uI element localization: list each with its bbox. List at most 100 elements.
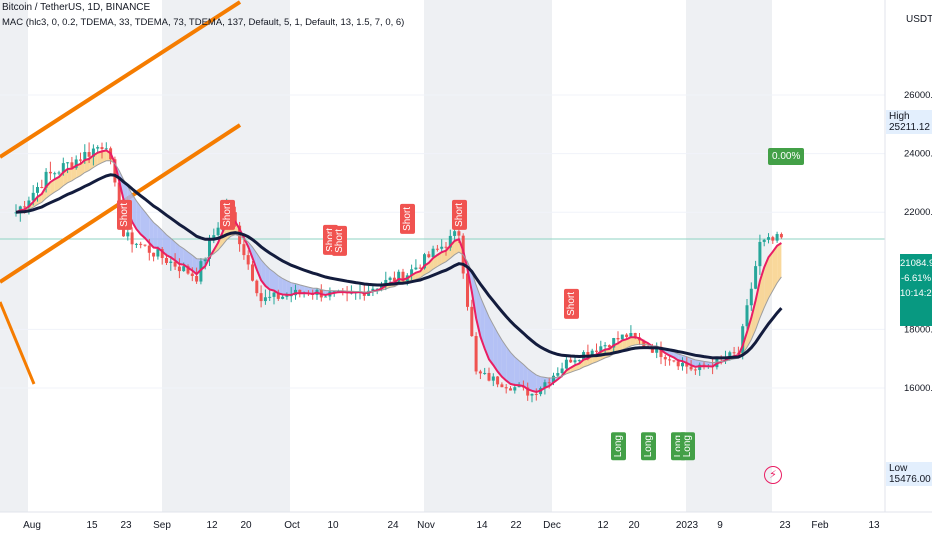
ma-fill-segment bbox=[175, 242, 180, 264]
candle-body bbox=[749, 288, 753, 306]
ma-fill-segment bbox=[772, 245, 778, 291]
candle-body bbox=[466, 273, 469, 307]
candle-body bbox=[607, 345, 611, 348]
long-signal-tag: Long bbox=[641, 432, 657, 461]
time-tick-label: Sep bbox=[153, 520, 171, 531]
candle-body bbox=[779, 234, 783, 238]
candle-body bbox=[642, 340, 646, 347]
candle-body bbox=[771, 237, 775, 241]
ma-fill-segment bbox=[84, 158, 90, 173]
short-signal-tag: Short bbox=[563, 288, 579, 319]
time-tick-label: Nov bbox=[417, 520, 435, 531]
session-band bbox=[0, 0, 28, 512]
candle-body bbox=[216, 227, 220, 236]
time-tick-label: 23 bbox=[120, 520, 132, 531]
candle-body bbox=[504, 387, 508, 389]
candle-body bbox=[44, 171, 48, 188]
candle-body bbox=[53, 173, 57, 175]
candle-body bbox=[526, 387, 530, 396]
candle-body bbox=[375, 288, 379, 290]
candle-body bbox=[169, 261, 173, 263]
short-signal-tag: Short bbox=[331, 225, 347, 256]
candle-body bbox=[79, 159, 82, 161]
time-tick-label: 2023 bbox=[676, 520, 699, 531]
candle-body bbox=[509, 388, 512, 391]
ma-fill-segment bbox=[747, 317, 752, 348]
candle-body bbox=[590, 350, 594, 356]
ma-fill-segment bbox=[751, 300, 756, 340]
session-bands bbox=[0, 0, 772, 512]
ma-fill-segment bbox=[678, 353, 683, 362]
ma-fill-segment bbox=[304, 285, 309, 294]
candle-body bbox=[423, 254, 426, 269]
time-tick-label: 9 bbox=[717, 520, 723, 531]
time-tick-label: 13 bbox=[868, 520, 880, 531]
ma-fill-segment bbox=[527, 368, 532, 391]
ma-fill-segment bbox=[489, 316, 494, 366]
candle-body bbox=[57, 172, 61, 174]
candle-body bbox=[427, 254, 431, 258]
candle-body bbox=[173, 261, 177, 267]
candle-body bbox=[203, 258, 207, 262]
candle-body bbox=[113, 159, 117, 183]
candle-body bbox=[685, 362, 689, 367]
candle-body bbox=[681, 362, 684, 367]
candle-body bbox=[165, 258, 168, 263]
ma-fill-segment bbox=[179, 245, 184, 265]
ma-fill-segment bbox=[484, 306, 489, 360]
ma-fill-segment bbox=[506, 346, 511, 384]
candle-body bbox=[629, 332, 633, 337]
candle-body bbox=[676, 361, 680, 367]
ma-fill-segment bbox=[269, 268, 274, 291]
short-signal-tag: Short bbox=[116, 200, 132, 230]
time-tick-label: 12 bbox=[597, 520, 609, 531]
ma-fill-segment bbox=[308, 287, 313, 294]
ma-fill-segment bbox=[626, 337, 631, 349]
candle-body bbox=[474, 336, 478, 372]
candle-body bbox=[457, 231, 461, 236]
candle-body bbox=[410, 269, 414, 276]
ma-fill-segment bbox=[514, 356, 520, 386]
time-tick-label: 24 bbox=[387, 520, 399, 531]
ma-fill-segment bbox=[50, 179, 55, 195]
candle-body bbox=[104, 148, 108, 150]
grid-lines bbox=[0, 94, 885, 389]
candle-body bbox=[61, 163, 65, 173]
price-tick-label: 26000.00 bbox=[904, 90, 932, 101]
candle-body bbox=[177, 266, 181, 272]
candle-body bbox=[392, 277, 396, 282]
time-tick-label: 15 bbox=[86, 520, 98, 531]
ma-fill-segment bbox=[278, 275, 283, 295]
candle-body bbox=[599, 346, 603, 352]
ma-fill-segment bbox=[261, 259, 266, 286]
candle-body bbox=[517, 386, 521, 388]
price-tick-label: 18000.00 bbox=[904, 324, 932, 335]
candle-body bbox=[66, 162, 70, 164]
ma-fill-segment bbox=[256, 253, 262, 281]
ma-fill-segment bbox=[145, 211, 150, 243]
candle-body bbox=[620, 334, 624, 340]
price-tick-label: 22000.00 bbox=[904, 207, 932, 218]
candle-body bbox=[650, 347, 654, 353]
symbol-title: Bitcoin / TetherUS, 1D, BINANCE bbox=[2, 2, 151, 13]
last-price-box: 21084.90 -6.61% 10:14:21 bbox=[900, 254, 932, 326]
ma-fill-segment bbox=[286, 280, 292, 295]
low-marker: Low 15476.00 bbox=[886, 462, 932, 486]
low-label: Low bbox=[889, 463, 908, 474]
ma-fill-segment bbox=[54, 176, 59, 193]
candle-body bbox=[74, 159, 78, 168]
candle-body bbox=[668, 359, 672, 361]
candle-body bbox=[418, 267, 422, 269]
time-tick-label: Feb bbox=[811, 520, 829, 531]
candle-body bbox=[560, 368, 564, 374]
ma-fill-segment bbox=[67, 168, 72, 183]
candle-body bbox=[577, 360, 581, 362]
candle-body bbox=[655, 346, 659, 353]
alert-icon[interactable]: ⚡ bbox=[764, 466, 782, 484]
ma-fill-segment bbox=[157, 226, 163, 252]
candle-body bbox=[384, 279, 388, 285]
ma-fill-segment bbox=[454, 239, 459, 255]
ma-fill-segment bbox=[41, 186, 47, 203]
candle-body bbox=[663, 357, 667, 360]
